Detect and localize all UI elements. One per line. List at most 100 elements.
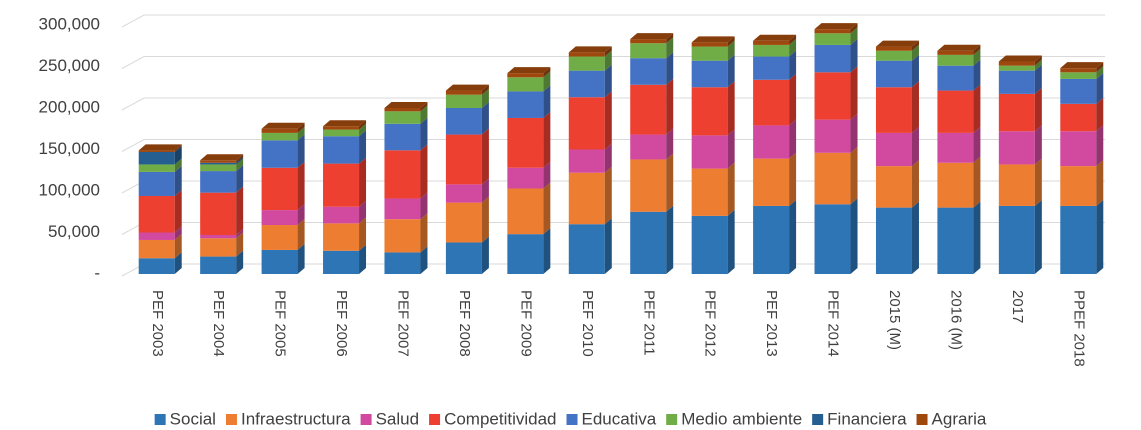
bar-segment	[998, 59, 1042, 71]
bar-side	[850, 38, 858, 73]
bar-side	[911, 44, 919, 61]
bar-front	[875, 46, 912, 51]
legend-swatch	[916, 414, 928, 425]
bar-segment	[691, 40, 735, 61]
x-tick-label: PPEF 2018	[1070, 290, 1087, 367]
bar-front	[200, 171, 237, 193]
bar-segment	[814, 198, 858, 274]
bar-front	[138, 150, 175, 152]
bar-side	[666, 153, 674, 212]
bar-side	[359, 200, 367, 224]
bar-front	[814, 204, 851, 274]
bar-segment	[323, 244, 367, 274]
x-tick-label: PEF 2010	[579, 290, 596, 357]
y-tick-label: 100,000	[39, 180, 100, 199]
bar-front	[384, 111, 421, 124]
bar-side	[789, 73, 797, 126]
bar-side	[236, 156, 244, 165]
bar-side	[359, 123, 367, 137]
bar-front	[445, 202, 482, 243]
bar-segment	[937, 44, 981, 55]
bar-segment	[753, 34, 797, 45]
bar-front	[937, 207, 974, 274]
bar-side	[973, 84, 981, 133]
bar-segment	[630, 33, 674, 44]
bar-segment	[200, 186, 244, 235]
bar-top	[814, 23, 858, 30]
y-tick-label: 200,000	[39, 97, 100, 116]
bar-front	[261, 128, 298, 133]
bar-segment	[200, 154, 244, 163]
bar-segment	[937, 201, 981, 274]
bar-side	[543, 182, 551, 235]
legend-label: Salud	[376, 409, 419, 428]
bar-side	[236, 158, 244, 172]
legend-label: Competitividad	[444, 409, 556, 428]
bar-side	[727, 36, 735, 47]
bar-segment	[630, 52, 674, 85]
bar-segment	[138, 145, 182, 165]
bar-side	[850, 27, 858, 45]
bar-side	[789, 119, 797, 159]
bar-top	[323, 120, 367, 127]
bar-front	[384, 108, 421, 112]
bar-front	[323, 250, 360, 274]
x-tick-label: PEF 2012	[702, 290, 719, 357]
bar-segment	[691, 209, 735, 274]
bar-side	[666, 128, 674, 160]
bar-side	[420, 105, 428, 124]
bar-segment	[445, 84, 489, 95]
y-tick-label: 300,000	[39, 14, 100, 33]
bar-side	[174, 144, 182, 152]
bar-front	[261, 249, 298, 274]
bar-front	[138, 239, 175, 259]
bar-side	[727, 129, 735, 169]
grid-line	[121, 14, 1105, 28]
bar-front	[323, 223, 360, 251]
bar-segment	[1060, 62, 1104, 73]
bar-front	[753, 205, 790, 274]
bar-front	[568, 149, 605, 173]
bar-front	[753, 40, 790, 45]
bar-side	[420, 144, 428, 199]
bar-front	[1060, 68, 1097, 73]
bar-side	[1096, 66, 1104, 79]
bar-segment	[937, 156, 981, 208]
bar-side	[1096, 97, 1104, 132]
bar-side	[543, 71, 551, 92]
bar-front	[568, 97, 605, 150]
bar-front	[138, 258, 175, 274]
legend-swatch	[154, 414, 166, 425]
bar-side	[1034, 125, 1042, 165]
bar-segment	[814, 23, 858, 34]
bar-side	[789, 199, 797, 274]
bar-side	[543, 67, 551, 78]
bar-front	[1060, 103, 1097, 132]
bar-side	[236, 228, 244, 239]
bar-segment	[691, 81, 735, 136]
y-tick-label: -	[94, 263, 100, 282]
bar-side	[174, 145, 182, 165]
bar-front	[568, 224, 605, 274]
bar-front	[200, 162, 237, 165]
bar-segment	[445, 88, 489, 108]
bar-front	[630, 43, 667, 59]
bar-front	[200, 234, 237, 239]
bar-front	[200, 160, 237, 163]
bar-front	[998, 61, 1035, 66]
bar-segment	[998, 125, 1042, 165]
bar-front	[138, 195, 175, 233]
bar-front	[323, 129, 360, 137]
legend-swatch	[566, 414, 578, 425]
legend-label: Medio ambiente	[681, 409, 802, 428]
bar-front	[630, 39, 667, 44]
bar-front	[138, 232, 175, 240]
bar-front	[200, 238, 237, 257]
bar-side	[297, 219, 305, 250]
bar-side	[850, 23, 858, 34]
y-tick-label: 50,000	[48, 222, 100, 241]
bar-front	[630, 58, 667, 85]
bar-front	[937, 50, 974, 55]
bar-front	[753, 79, 790, 126]
bar-segment	[1060, 125, 1104, 167]
